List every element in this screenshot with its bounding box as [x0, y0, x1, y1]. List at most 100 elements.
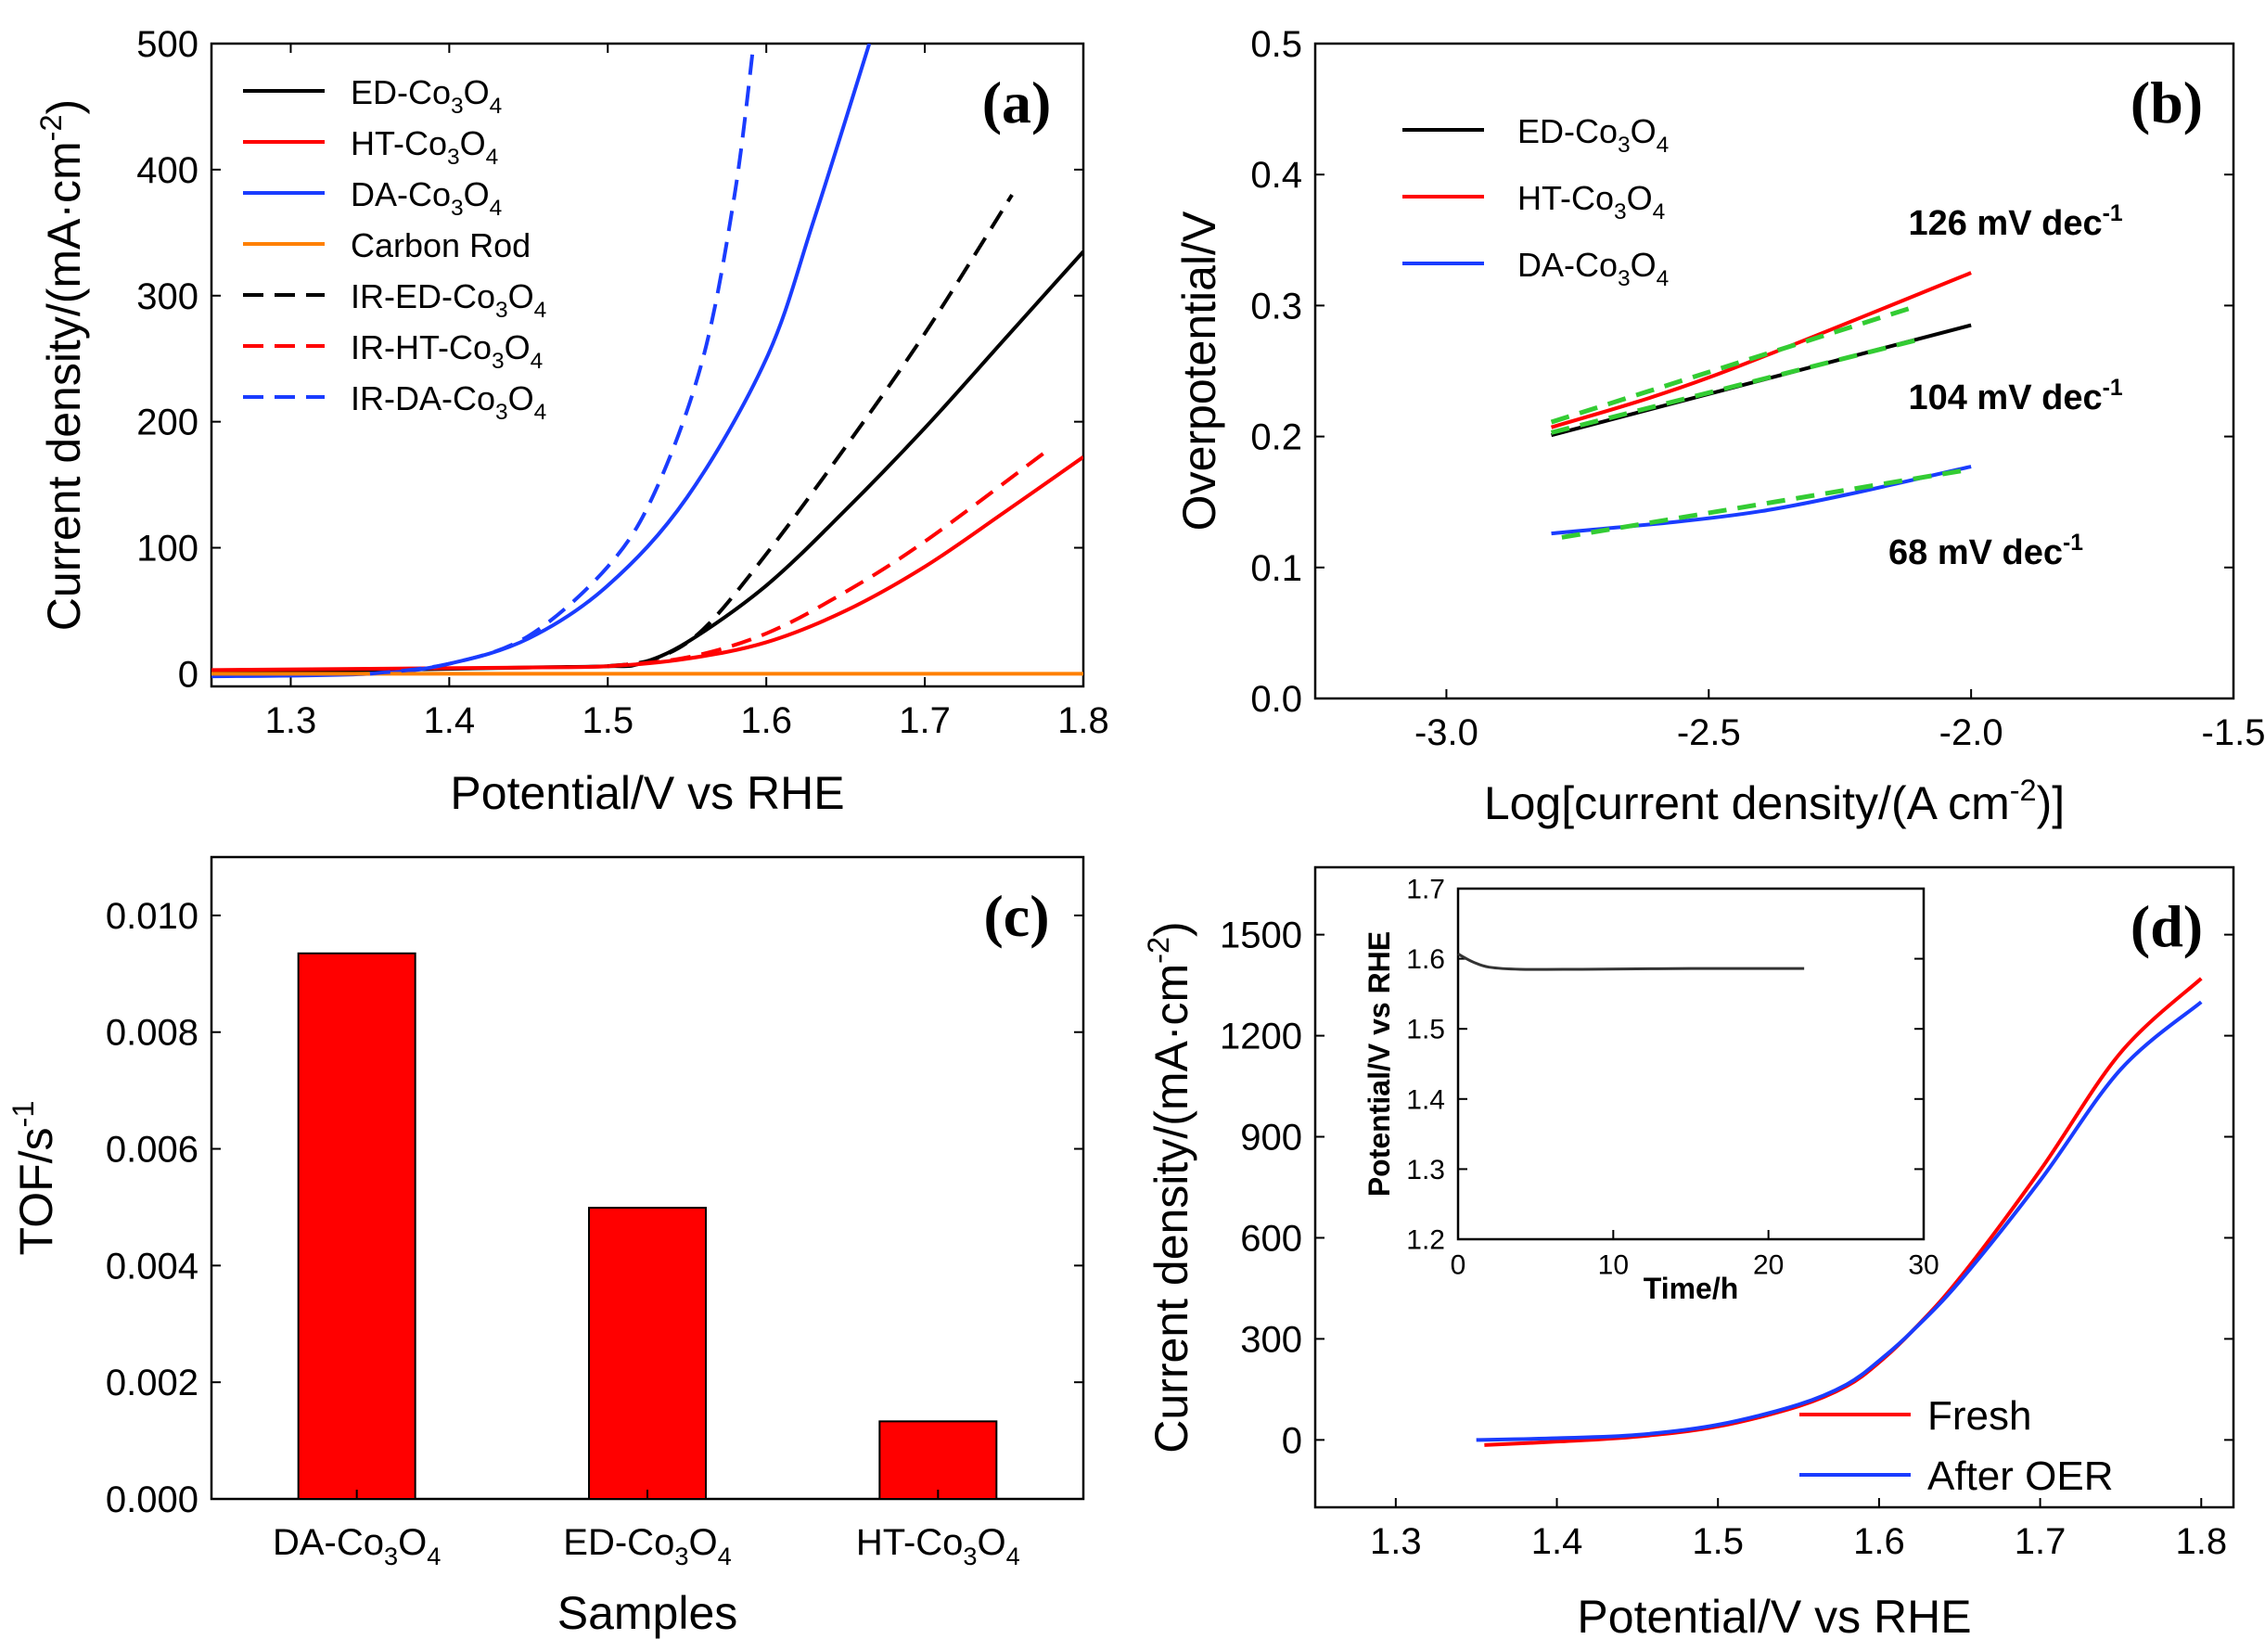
panel-a-legend-label: IR-DA-Co3O4	[351, 379, 546, 425]
panel-b-series-da-co3o4	[1552, 467, 1972, 533]
panel-c-bar	[299, 954, 416, 1499]
panel-b-xlabel: Log[current density/(A cm-2)]	[1484, 774, 2065, 829]
panel-c-label: (c)	[983, 883, 1049, 949]
panel-d-inset-xtick-label: 10	[1598, 1250, 1629, 1281]
panel-d-xtick-label: 1.4	[1531, 1521, 1583, 1562]
panel-b-xtick-label: -1.5	[2202, 712, 2265, 753]
panel-b-slope-annotation: 104 mV dec-1	[1908, 376, 2122, 417]
panel-c-ytick-label: 0.000	[106, 1479, 198, 1520]
panel-b-legend-label: HT-Co3O4	[1517, 179, 1665, 224]
panel-b: -3.0 -2.5 -2.0 -1.5 0.0 0.1 0.2 0.3 0.4 0.5 (b) Log…	[1173, 24, 2265, 829]
panel-a-ytick-label: 100	[136, 529, 198, 570]
panel-d-inset-bg	[1458, 889, 1924, 1239]
panel-c-xlabel: Samples	[557, 1587, 738, 1639]
panel-d-xtick-label: 1.6	[1853, 1521, 1905, 1562]
panel-d-xtick-label: 1.8	[2175, 1521, 2227, 1562]
panel-c-bar	[589, 1208, 706, 1499]
panel-a-plot-frame	[211, 44, 1083, 686]
panel-b-slope-annotation: 68 mV dec-1	[1888, 531, 2083, 572]
panel-c-category-label: ED-Co3O4	[563, 1522, 731, 1570]
panel-a-legend-label: HT-Co3O4	[351, 124, 498, 170]
panel-d-ylabel: Current density/(mA·cm-2)	[1142, 921, 1197, 1453]
panel-b-fit-line	[1552, 339, 1919, 432]
panel-d-inset-ytick-label: 1.6	[1406, 944, 1445, 975]
panel-a-xtick-label: 1.5	[582, 700, 633, 741]
panel-d-inset-xtick-label: 0	[1451, 1250, 1466, 1281]
panel-a-ytick-label: 300	[136, 276, 198, 317]
panel-d-inset-ylabel: Potential/V vs RHE	[1363, 931, 1396, 1197]
panel-a-series-ir-ht-co3o4	[608, 454, 1043, 667]
panel-d-inset: 0 10 20 30 1.2 1.3 1.4 1.5 1.6 1.7 Time/h Potential…	[1363, 875, 1939, 1306]
panel-d-inset-ytick-label: 1.7	[1406, 875, 1445, 905]
panel-a-ytick-label: 500	[136, 24, 198, 65]
panel-a-series-ed-co3o4	[211, 251, 1083, 671]
panel-d-inset-xtick-label: 30	[1908, 1250, 1939, 1281]
panel-a-legend-label: IR-HT-Co3O4	[351, 328, 543, 374]
panel-d-xlabel: Potential/V vs RHE	[1577, 1591, 1971, 1643]
panel-a-legend-label: Carbon Rod	[351, 226, 531, 264]
panel-a-xtick-label: 1.7	[899, 700, 951, 741]
panel-d-ytick-label: 900	[1240, 1118, 1302, 1159]
panel-d-label: (d)	[2131, 893, 2203, 959]
panel-a-xtick-label: 1.8	[1057, 700, 1109, 741]
panel-d-xtick-label: 1.7	[2015, 1521, 2067, 1562]
panel-d-inset-ytick-label: 1.3	[1406, 1155, 1445, 1185]
panel-d-ytick-label: 600	[1240, 1218, 1302, 1259]
panel-b-legend-label: ED-Co3O4	[1517, 112, 1669, 158]
panel-c-ytick-label: 0.008	[106, 1013, 198, 1054]
panel-c: 0.000 0.002 0.004 0.006 0.008 0.010 DA-Co3O4 ED…	[6, 857, 1083, 1639]
panel-b-ytick-label: 0.3	[1250, 286, 1302, 327]
panel-c-ytick-label: 0.006	[106, 1130, 198, 1171]
panel-b-ytick-label: 0.2	[1250, 417, 1302, 458]
panel-d-inset-ytick-label: 1.4	[1406, 1084, 1445, 1115]
panel-c-ylabel: TOF/s-1	[6, 1101, 62, 1256]
panel-b-plot-frame	[1315, 44, 2233, 698]
panel-a: 1.3 1.4 1.5 1.6 1.7 1.8 0 100 200 300 400 500 (a) Pot…	[34, 24, 1109, 819]
panel-a-xtick-label: 1.4	[424, 700, 476, 741]
panel-c-ytick-label: 0.002	[106, 1363, 198, 1403]
panel-d-legend-label: Fresh	[1927, 1393, 2031, 1439]
panel-b-fit-line	[1552, 305, 1919, 422]
panel-a-ytick-label: 400	[136, 150, 198, 191]
panel-c-ytick-label: 0.004	[106, 1246, 198, 1287]
panel-d-ytick-label: 1500	[1220, 916, 1302, 956]
panel-b-legend-label: DA-Co3O4	[1517, 246, 1669, 291]
panel-d-inset-ytick-label: 1.2	[1406, 1225, 1445, 1256]
panel-b-slope-annotation: 126 mV dec-1	[1908, 201, 2122, 243]
panel-a-xlabel: Potential/V vs RHE	[450, 767, 844, 819]
panel-a-ylabel: Current density/(mA·cm-2)	[34, 99, 90, 631]
panel-a-legend-label: DA-Co3O4	[351, 175, 502, 221]
panel-d-inset-xlabel: Time/h	[1644, 1272, 1739, 1305]
panel-b-ylabel: Overpotential/V	[1173, 211, 1225, 531]
panel-d-xtick-label: 1.3	[1370, 1521, 1422, 1562]
panel-b-xtick-label: -2.5	[1677, 712, 1741, 753]
panel-a-ytick-label: 0	[178, 654, 198, 695]
panel-c-ytick-label: 0.010	[106, 896, 198, 937]
panel-d-inset-ytick-label: 1.5	[1406, 1015, 1445, 1045]
panel-a-xtick-label: 1.3	[265, 700, 317, 741]
panel-b-ytick-label: 0.0	[1250, 679, 1302, 720]
panel-b-xtick-label: -2.0	[1939, 712, 2003, 753]
panel-a-legend-label: ED-Co3O4	[351, 73, 502, 119]
panel-b-xtick-label: -3.0	[1414, 712, 1478, 753]
panel-a-label: (a)	[982, 70, 1052, 135]
figure: 1.3 1.4 1.5 1.6 1.7 1.80100200300400500(a)Pot…	[0, 0, 2265, 1652]
panel-c-bar	[879, 1421, 996, 1499]
panel-a-legend-label: IR-ED-Co3O4	[351, 277, 546, 323]
panel-d-legend-label: After OER	[1927, 1454, 2114, 1499]
panel-b-label: (b)	[2131, 70, 2203, 135]
panel-d-inset-xtick-label: 20	[1753, 1250, 1784, 1281]
panel-d-xtick-label: 1.5	[1692, 1521, 1744, 1562]
panel-d-ytick-label: 0	[1282, 1420, 1302, 1461]
panel-c-category-label: DA-Co3O4	[273, 1522, 441, 1570]
panel-a-series-ir-ed-co3o4	[608, 195, 1012, 666]
panel-a-xtick-label: 1.6	[740, 700, 792, 741]
panel-a-series-ht-co3o4	[211, 457, 1083, 671]
panel-b-ytick-label: 0.5	[1250, 24, 1302, 65]
panel-b-ytick-label: 0.4	[1250, 155, 1302, 196]
panel-c-category-label: HT-Co3O4	[856, 1522, 1020, 1570]
panel-a-ytick-label: 200	[136, 403, 198, 443]
panel-d-ytick-label: 300	[1240, 1319, 1302, 1360]
panel-b-ytick-label: 0.1	[1250, 548, 1302, 589]
